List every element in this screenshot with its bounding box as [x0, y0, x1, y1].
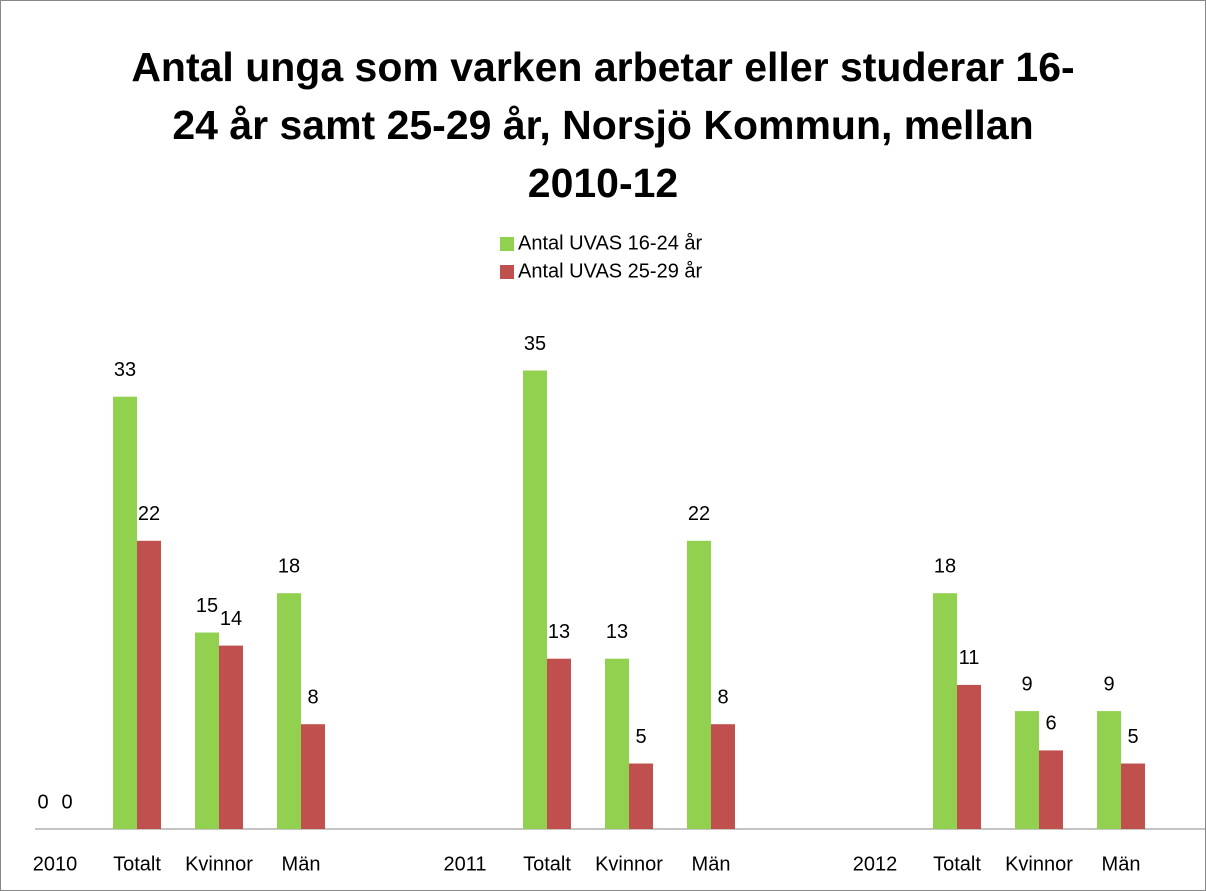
- data-label: 22: [688, 503, 710, 525]
- bar: [957, 684, 981, 829]
- bar: [301, 724, 325, 829]
- bar: [711, 724, 735, 829]
- bar: [523, 370, 547, 829]
- data-label: 35: [524, 333, 546, 355]
- data-label: 15: [196, 595, 218, 617]
- data-label: 6: [1045, 713, 1056, 735]
- bar: [277, 593, 301, 829]
- x-tick-label: Kvinnor: [595, 853, 663, 875]
- x-tick-label: Män: [1102, 853, 1141, 875]
- x-tick-label: Totalt: [523, 853, 571, 875]
- bar: [687, 540, 711, 829]
- data-label: 9: [1103, 673, 1114, 695]
- data-label: 5: [1127, 726, 1138, 748]
- bar: [629, 763, 653, 829]
- bar: [113, 396, 137, 829]
- bar: [547, 658, 571, 829]
- legend-swatch: [500, 265, 514, 279]
- bar: [933, 593, 957, 829]
- bar: [1121, 763, 1145, 829]
- bar: [605, 658, 629, 829]
- legend-label: Antal UVAS 25-29 år: [518, 260, 703, 282]
- bar: [219, 645, 243, 829]
- data-label: 14: [220, 608, 242, 630]
- data-label: 5: [635, 726, 646, 748]
- x-tick-label: Män: [692, 853, 731, 875]
- data-label: 0: [61, 791, 72, 813]
- x-tick-label: Totalt: [113, 853, 161, 875]
- data-label: 18: [934, 555, 956, 577]
- x-tick-label: Totalt: [933, 853, 981, 875]
- bar: [1097, 711, 1121, 829]
- legend-swatch: [500, 237, 514, 251]
- data-label: 22: [138, 503, 160, 525]
- bar: [1039, 750, 1063, 829]
- data-label: 8: [307, 686, 318, 708]
- x-tick-label: Kvinnor: [1005, 853, 1073, 875]
- data-label: 0: [37, 791, 48, 813]
- legend-label: Antal UVAS 16-24 år: [518, 232, 703, 254]
- data-label: 11: [959, 647, 980, 669]
- x-tick-label: 2010: [33, 853, 78, 875]
- data-label: 9: [1021, 673, 1032, 695]
- data-label: 13: [606, 621, 628, 643]
- bar: [137, 540, 161, 829]
- data-label: 8: [717, 686, 728, 708]
- data-label: 18: [278, 555, 300, 577]
- bar: [1015, 711, 1039, 829]
- x-tick-label: 2011: [443, 853, 486, 875]
- data-label: 13: [548, 621, 570, 643]
- bar: [195, 632, 219, 829]
- x-tick-label: 2012: [853, 853, 898, 875]
- data-label: 33: [114, 359, 136, 381]
- x-tick-label: Kvinnor: [185, 853, 253, 875]
- x-tick-label: Män: [282, 853, 321, 875]
- chart-title: Antal unga som varken arbetar eller stud…: [131, 44, 1075, 206]
